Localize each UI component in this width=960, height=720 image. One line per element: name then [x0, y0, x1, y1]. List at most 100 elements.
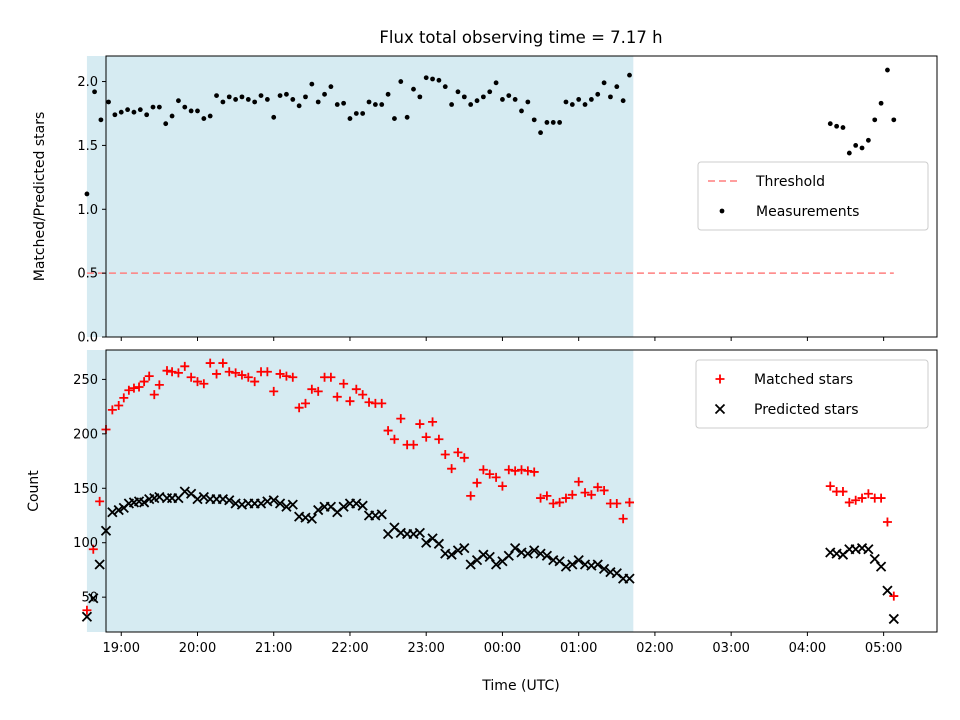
predicted-star-point	[255, 498, 267, 509]
x-tick-label: 05:00	[865, 641, 902, 656]
matched-star-point	[300, 398, 310, 408]
matched-star-point	[199, 379, 209, 389]
matched-star-point	[396, 414, 406, 424]
matched-star-point	[851, 495, 861, 505]
predicted-star-point	[351, 498, 362, 509]
measurement-point	[277, 93, 283, 98]
measurement-points	[84, 67, 897, 197]
matched-star-point	[167, 367, 177, 377]
measurement-point	[872, 117, 878, 123]
measurement-point	[601, 80, 607, 86]
measurement-point	[436, 77, 442, 83]
matched-star-point	[88, 544, 98, 554]
measurement-point	[569, 102, 575, 107]
matched-star-point	[517, 465, 526, 475]
measurement-point	[264, 97, 270, 102]
measurement-point	[404, 114, 410, 120]
matched-star-point	[529, 467, 539, 477]
matched-star-point	[149, 390, 159, 400]
measurement-point	[620, 98, 626, 104]
matched-star-point	[882, 517, 892, 527]
measurement-point	[480, 94, 486, 100]
measurement-point	[468, 102, 474, 107]
predicted-star-point	[522, 548, 533, 559]
predicted-star-point	[287, 499, 298, 510]
matched-star-point	[497, 481, 507, 491]
count-panel: 50 100 150 200 250 19:00 20:00 21:00 22:00 23:00…	[26, 349, 938, 656]
count-panel-frame	[105, 349, 938, 633]
predicted-star-point	[281, 501, 292, 512]
ratio-y-tick-label: 2.0	[77, 75, 98, 90]
matched-star-point	[561, 493, 571, 503]
measurement-point	[360, 111, 366, 116]
predicted-star-point	[313, 504, 324, 516]
count-legend-swatch	[715, 374, 725, 384]
measurement-point	[296, 103, 302, 109]
predicted-star-point	[268, 495, 279, 506]
matched-star-point	[625, 497, 635, 507]
matched-star-point	[345, 396, 355, 406]
matched-star-point	[192, 377, 202, 387]
measurement-point	[252, 99, 258, 105]
matched-star-point	[288, 372, 298, 382]
measurement-point	[550, 120, 556, 125]
matched-star-point	[129, 383, 139, 393]
matched-star-point	[205, 358, 215, 368]
measurement-point	[519, 108, 524, 114]
time-x-axis: 19:00 20:00 21:00 22:00 23:00 00:00 01:00 02:00…	[103, 632, 902, 656]
matched-star-point	[523, 466, 533, 476]
predicted-star-point	[357, 500, 368, 511]
matched-star-point	[173, 368, 183, 378]
measurement-point	[156, 104, 162, 110]
matched-star-point	[447, 464, 457, 474]
matched-star-point	[180, 361, 190, 371]
matched-star-point	[612, 499, 622, 509]
matched-star-point	[383, 426, 393, 436]
matched-star-point	[542, 491, 552, 501]
ratio-y-tick-label: 1.0	[77, 203, 98, 218]
measurement-point	[865, 137, 871, 143]
measurement-point	[322, 91, 327, 97]
measurement-point	[271, 114, 277, 120]
predicted-star-point	[875, 561, 887, 572]
predicted-star-point	[490, 559, 502, 570]
measurement-point	[423, 75, 429, 81]
predicted-star-point	[465, 559, 476, 570]
measurement-point	[878, 100, 884, 106]
measurement-point	[885, 67, 890, 73]
measurement-point	[353, 111, 359, 116]
measurement-point	[106, 99, 111, 105]
matched-star-point	[593, 482, 603, 492]
measurement-point	[487, 89, 493, 95]
matched-star-point	[358, 390, 368, 400]
matched-star-point	[186, 372, 196, 382]
x-tick-label: 19:00	[103, 641, 140, 656]
matched-star-point	[332, 392, 342, 402]
count-y-tick-label: 200	[73, 427, 98, 442]
predicted-star-point	[81, 611, 93, 622]
measurement-point	[595, 91, 601, 97]
measurement-point	[474, 98, 480, 104]
measurement-point	[563, 99, 569, 105]
measurement-point	[493, 80, 499, 86]
measurement-point	[853, 143, 859, 148]
matched-star-point	[269, 386, 279, 396]
ratio-y-axis-label: Matched/Predicted stars	[32, 112, 48, 282]
predicted-star-point	[598, 563, 610, 574]
count-legend-box	[695, 359, 929, 429]
matched-star-point	[82, 605, 92, 615]
measurement-point	[398, 79, 404, 84]
matched-star-point	[364, 397, 374, 407]
ratio-legend-label: Threshold	[755, 174, 825, 190]
measurement-point	[201, 116, 207, 121]
ratio-panel-frame	[105, 55, 938, 338]
x-tick-label: 03:00	[712, 641, 749, 656]
matched-star-point	[408, 440, 418, 450]
measurement-point	[195, 108, 200, 114]
x-tick-label: 21:00	[255, 641, 292, 656]
measurement-point	[176, 98, 181, 104]
x-axis-label: Time (UTC)	[481, 678, 559, 694]
measurement-point	[372, 102, 378, 107]
matched-star-point	[139, 377, 149, 387]
predicted-star-point	[192, 494, 203, 505]
